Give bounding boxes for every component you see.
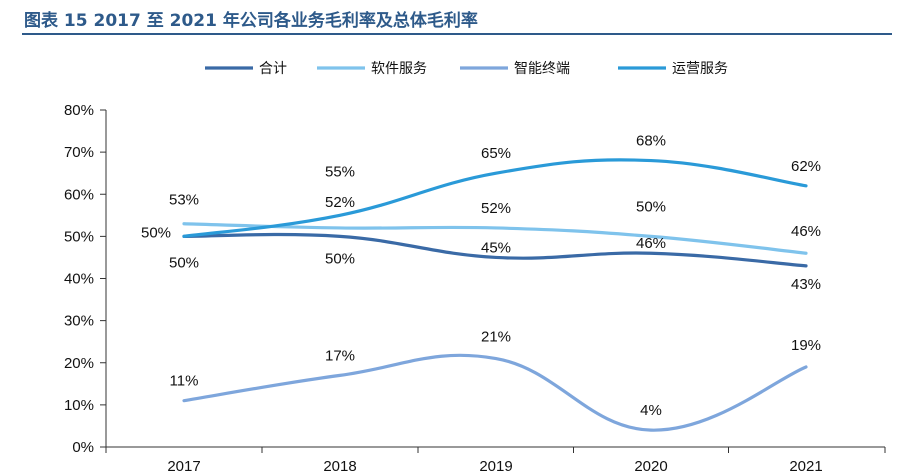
x-tick-label: 2019 — [479, 458, 512, 475]
data-label-software-service: 53% — [169, 192, 199, 209]
x-tick-labels: 2017 2018 2019 2020 2021 — [167, 458, 822, 475]
data-label-total: 50% — [325, 250, 355, 267]
data-label-operation-service: 55% — [325, 163, 355, 180]
data-label-software-service: 50% — [636, 198, 666, 215]
series-lines — [182, 158, 808, 432]
data-label-smart-terminal: 17% — [325, 347, 355, 364]
legend-label-smart-terminal: 智能终端 — [514, 61, 570, 77]
y-tick-label: 10% — [64, 397, 94, 414]
data-label-software-service: 46% — [791, 223, 821, 240]
data-label-smart-terminal: 19% — [791, 337, 821, 354]
y-tick-label: 80% — [64, 102, 94, 119]
x-tick-label: 2018 — [323, 458, 356, 475]
series-line-smart-terminal — [182, 353, 808, 432]
data-label-operation-service: 62% — [791, 158, 821, 175]
data-label-total: 50% — [169, 254, 199, 271]
legend-label-software-service: 软件服务 — [371, 61, 427, 77]
y-tick-label: 30% — [64, 313, 94, 330]
y-tick-label: 50% — [64, 228, 94, 245]
data-label-operation-service: 68% — [636, 133, 666, 150]
y-tick-label: 40% — [64, 271, 94, 288]
data-label-operation-service: 50% — [141, 224, 171, 241]
y-tick-labels: 0% 10% 20% 30% 40% 50% 60% 70% 80% — [64, 102, 94, 456]
y-tick-label: 0% — [72, 439, 94, 456]
legend-label-total: 合计 — [259, 61, 287, 77]
legend: 合计 软件服务 智能终端 运营服务 — [205, 61, 728, 77]
y-tick-label: 70% — [64, 144, 94, 161]
chart-title: 图表 15 2017 至 2021 年公司各业务毛利率及总体毛利率 — [24, 11, 478, 31]
x-tick-label: 2017 — [167, 458, 200, 475]
legend-label-operation-service: 运营服务 — [672, 61, 728, 77]
x-tick-label: 2021 — [789, 458, 822, 475]
data-labels: 50% 50% 45% 46% 43% 53% 52% 52% 50% 46% 11% 17% 21% 4… — [141, 133, 821, 420]
y-tick-label: 20% — [64, 355, 94, 372]
y-tick-label: 60% — [64, 186, 94, 203]
data-label-smart-terminal: 21% — [481, 329, 511, 346]
data-label-software-service: 52% — [481, 200, 511, 217]
series-line-total — [182, 232, 808, 268]
x-tick-label: 2020 — [634, 458, 667, 475]
title-underline — [22, 33, 892, 35]
data-label-smart-terminal: 11% — [170, 373, 199, 390]
axes — [100, 109, 886, 453]
series-line-operation-service — [182, 158, 808, 238]
data-label-total: 45% — [481, 239, 511, 256]
data-label-smart-terminal: 4% — [640, 402, 662, 419]
data-label-total: 46% — [636, 235, 666, 252]
series-line-software-service — [182, 222, 808, 255]
data-label-total: 43% — [791, 276, 821, 293]
data-label-software-service: 52% — [325, 194, 355, 211]
data-label-operation-service: 65% — [481, 145, 511, 162]
